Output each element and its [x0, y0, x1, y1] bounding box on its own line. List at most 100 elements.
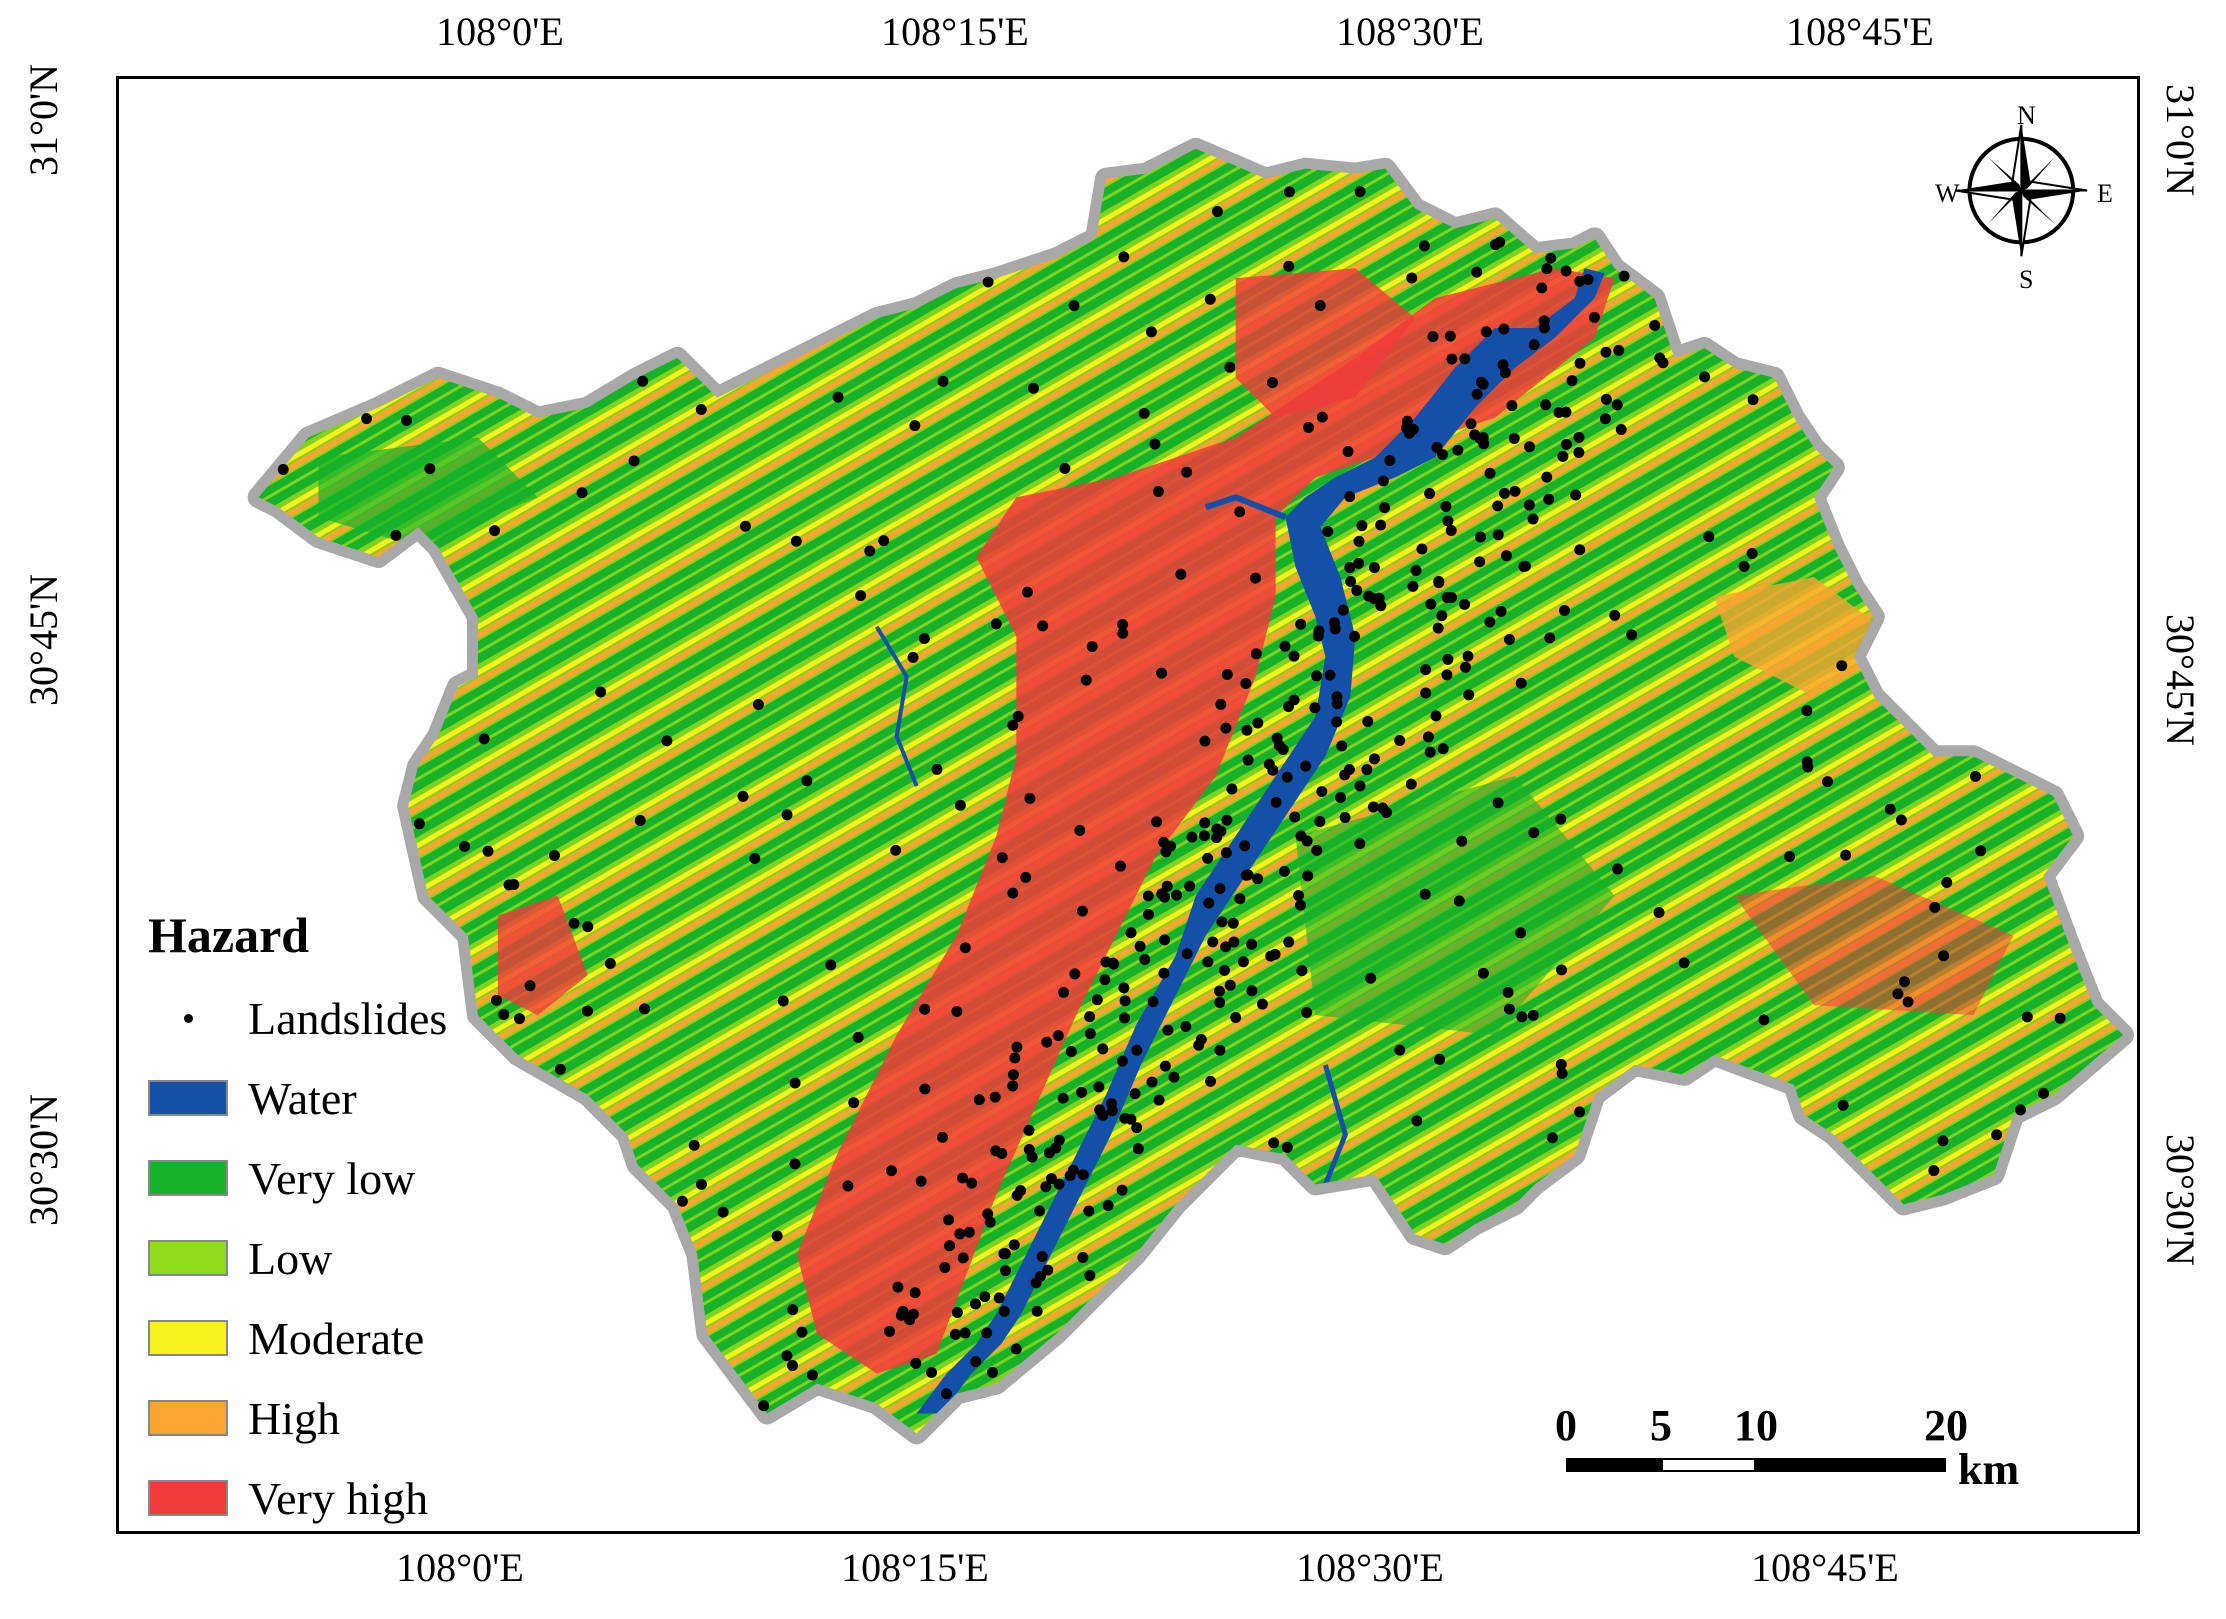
- landslide-point: [1441, 591, 1453, 603]
- landslide-point: [1489, 239, 1501, 251]
- landslide-point: [1283, 260, 1295, 272]
- landslide-point: [1283, 936, 1295, 948]
- landslide-point: [277, 464, 289, 475]
- legend-item-water: Water: [148, 1058, 568, 1138]
- landslide-point: [931, 763, 943, 775]
- landslide-point: [1442, 515, 1454, 527]
- landslide-point: [1311, 844, 1323, 856]
- landslide-point: [1295, 830, 1307, 842]
- landslide-point: [1802, 761, 1814, 773]
- landslide-point: [1041, 1036, 1053, 1048]
- landslide-point: [1354, 838, 1366, 850]
- landslide-point: [1654, 352, 1666, 364]
- landslide-point: [926, 1366, 938, 1378]
- landslide-point: [1193, 1039, 1205, 1051]
- landslide-point: [390, 529, 402, 541]
- landslide-point: [1224, 979, 1236, 991]
- landslide-point: [1492, 797, 1504, 809]
- landslide-point: [1240, 869, 1252, 881]
- landslide-point: [1574, 544, 1586, 556]
- landslide-point: [1242, 754, 1254, 766]
- landslide-point: [1237, 956, 1249, 968]
- landslide-point: [1300, 760, 1312, 772]
- right-latitude-label-1: 30°45'N: [2158, 613, 2203, 747]
- landslide-point: [1354, 186, 1366, 198]
- landslide-point: [1053, 1178, 1065, 1190]
- landslide-point: [957, 1172, 969, 1184]
- legend-item-moderate: Moderate: [148, 1298, 568, 1378]
- landslide-point: [1219, 964, 1230, 976]
- landslide-point: [1026, 1151, 1038, 1163]
- landslide-point: [1031, 1305, 1043, 1317]
- landslide-point: [1252, 873, 1264, 885]
- landslide-point: [459, 840, 471, 852]
- landslide-point: [789, 1077, 801, 1089]
- landslide-point: [1152, 486, 1164, 497]
- landslide-point: [832, 391, 844, 403]
- landslide-point: [1158, 967, 1170, 979]
- landslide-point: [1484, 467, 1496, 479]
- landslide-point: [1478, 438, 1490, 450]
- landslide-point: [1057, 1092, 1069, 1104]
- landslide-point: [1168, 1071, 1180, 1083]
- landslide-point: [1506, 400, 1518, 412]
- landslide-point: [919, 1083, 931, 1095]
- landslide-point: [1515, 927, 1527, 939]
- landslide-point: [1899, 976, 1910, 988]
- landslide-point: [1080, 674, 1092, 686]
- landslide-point: [1367, 801, 1379, 813]
- landslide-point: [959, 942, 971, 954]
- landslide-point: [1433, 577, 1445, 589]
- landslide-point: [1738, 560, 1750, 572]
- landslide-point: [1116, 1055, 1128, 1067]
- landslide-point: [1419, 888, 1431, 900]
- landslide-point: [852, 1031, 864, 1043]
- legend-swatch: [148, 1400, 228, 1436]
- scale-segment: [1566, 1458, 1661, 1472]
- landslide-point: [508, 878, 520, 890]
- landslide-point: [1250, 572, 1262, 584]
- landslide-point: [1134, 940, 1146, 952]
- landslide-point: [1441, 669, 1453, 681]
- landslide-point: [1220, 722, 1232, 734]
- landslide-point: [498, 1009, 510, 1021]
- landslide-point: [1436, 610, 1448, 622]
- landslide-point: [1116, 1184, 1128, 1196]
- landslide-point: [1394, 734, 1406, 746]
- landslide-point: [1342, 445, 1354, 457]
- landslide-point: [1747, 394, 1759, 406]
- landslide-point: [1345, 576, 1357, 588]
- landslide-point: [959, 1327, 971, 1339]
- landslide-point: [1837, 1099, 1849, 1111]
- legend-label: Water: [248, 1072, 357, 1124]
- landslide-point: [1653, 906, 1665, 918]
- landslide-point: [1895, 814, 1907, 826]
- landslide-point: [1099, 974, 1111, 986]
- landslide-point: [514, 1013, 525, 1025]
- landslide-point: [1180, 1021, 1192, 1032]
- landslide-point: [1159, 934, 1171, 946]
- landslide-point: [1420, 687, 1432, 699]
- landslide-point: [1527, 513, 1539, 525]
- landslide-point: [1023, 1124, 1035, 1136]
- landslide-point: [1132, 1143, 1144, 1155]
- legend-swatch: [148, 1080, 228, 1116]
- landslide-point: [2021, 1011, 2033, 1023]
- legend-swatch: [148, 1320, 228, 1356]
- landslide-point: [1216, 916, 1228, 928]
- landslide-point: [752, 699, 764, 710]
- landslide-point: [1574, 357, 1586, 369]
- landslide-point: [695, 1178, 707, 1190]
- landslide-point: [1437, 743, 1449, 755]
- landslide-point: [979, 1291, 991, 1303]
- landslide-point: [1335, 792, 1347, 804]
- legend: Hazard Landslides Water Very low Low Mod…: [148, 906, 568, 1538]
- landslide-point: [777, 995, 789, 1007]
- landslide-point: [1430, 710, 1442, 722]
- landslide-point: [886, 1165, 897, 1177]
- legend-label: Moderate: [248, 1312, 425, 1364]
- landslide-point: [1083, 1205, 1095, 1217]
- landslide-point: [1612, 863, 1624, 875]
- landslide-point: [1452, 444, 1464, 456]
- landslide-point: [1246, 938, 1258, 950]
